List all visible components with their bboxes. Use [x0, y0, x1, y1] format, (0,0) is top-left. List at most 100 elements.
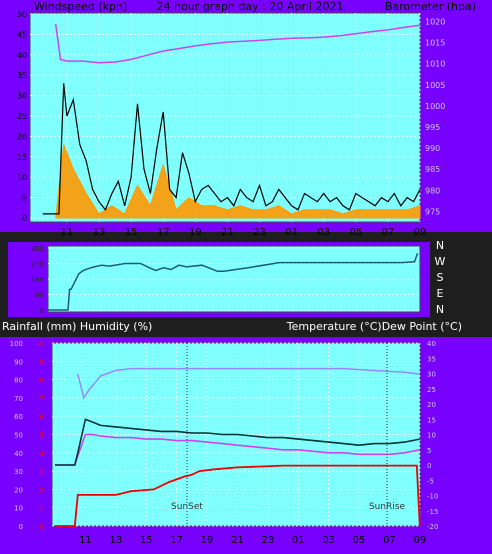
temperature-series [55, 367, 421, 527]
windspeed-plot-area [29, 12, 421, 223]
temperature-x-tick-label: 09 [413, 535, 426, 546]
windspeed-x-tick-label: 23 [253, 227, 266, 238]
temperature-x-tick-labels: 11 13 15 17 19 21 23 01 03 05 07 09 [79, 535, 426, 546]
direction-letter: N [436, 303, 444, 316]
windspeed-x-tick-label: 19 [189, 227, 202, 238]
humidity-axis-labels: 0 10 20 30 40 50 60 70 80 90 100 [10, 340, 23, 531]
windspeed-y-tick-label: 0 [22, 214, 27, 223]
barometer-y-tick-label: 1005 [425, 81, 445, 90]
barometer-y-tick-label: 995 [425, 123, 440, 132]
sunset-annotation: SunSet [171, 502, 203, 512]
direction-letter: N [436, 239, 444, 252]
temperature-x-tick-label: 11 [79, 535, 92, 546]
temperature-x-tick-label: 17 [170, 535, 183, 546]
barometer-y-tick-label: 1000 [425, 102, 445, 111]
temperature-y-tick-label: 35 [427, 355, 436, 363]
barometer-y-tick-label: 980 [425, 186, 440, 195]
rainfall-y-tick-label: 5 [40, 432, 44, 440]
barometer-y-tick-label: 1010 [425, 60, 445, 69]
wind-direction-axis-labels: 0 90 180 270 360 [31, 245, 44, 315]
windspeed-y-tick-label: 15 [17, 153, 27, 162]
windspeed-y-tick-label: 20 [17, 132, 27, 141]
windspeed-y-tick-label: 10 [17, 173, 27, 182]
temperature-line [55, 418, 420, 466]
rainfall-humidity-axis-title: Rainfall (mm) Humidity (%) [2, 320, 152, 333]
humidity-y-tick-label: 60 [14, 413, 23, 421]
temperature-x-tick-label: 05 [353, 535, 366, 546]
windspeed-x-tick-label: 03 [317, 227, 330, 238]
wind-direction-y-tick-label: 270 [31, 261, 44, 269]
windspeed-y-tick-label: 5 [22, 194, 27, 203]
chart-title: 24 hour graph day : 20 April 2021 [157, 0, 344, 13]
temperature-y-tick-label: 25 [427, 386, 436, 394]
temperature-y-tick-label: 10 [427, 432, 436, 440]
humidity-y-tick-label: 90 [14, 358, 23, 366]
humidity-y-tick-label: 50 [14, 432, 23, 440]
wind-direction-y-tick-label: 360 [31, 245, 44, 253]
temperature-y-tick-label: -5 [427, 477, 434, 485]
temperature-dewpoint-axis-title: Temperature (°C)Dew Point (°C) [286, 320, 462, 333]
windspeed-y-tick-label: 50 [17, 10, 27, 19]
windspeed-x-tick-label: 05 [349, 227, 362, 238]
humidity-y-tick-label: 100 [10, 340, 23, 348]
humidity-y-tick-label: 40 [14, 450, 23, 458]
humidity-y-tick-label: 70 [14, 395, 23, 403]
direction-letter: E [437, 287, 444, 300]
sunrise-annotation: SunRise [369, 502, 406, 512]
rainfall-y-tick-label: 1 [40, 505, 44, 513]
windspeed-y-tick-label: 45 [17, 30, 27, 39]
temperature-axis-labels: -20 -15 -10 -5 0 5 10 15 20 25 30 35 40 [427, 340, 438, 531]
temperature-y-tick-label: -20 [427, 523, 438, 531]
barometer-axis-title: Barometer (hpa) [385, 0, 476, 13]
wind-direction-line [48, 252, 419, 311]
wind-direction-series [48, 252, 419, 311]
temperature-y-tick-label: -10 [427, 493, 438, 501]
temperature-y-tick-label: 40 [427, 340, 436, 348]
windspeed-average-area [55, 144, 421, 219]
barometer-y-tick-label: 975 [425, 207, 440, 216]
humidity-y-tick-label: 0 [19, 523, 23, 531]
rainfall-y-tick-label: 7 [40, 395, 44, 403]
windspeed-x-tick-label: 11 [61, 227, 74, 238]
windspeed-y-tick-label: 40 [17, 51, 27, 60]
wind-direction-y-tick-label: 0 [40, 307, 44, 315]
wind-direction-grid [48, 247, 420, 311]
rainfall-y-tick-label: 0 [40, 523, 44, 531]
windspeed-y-tick-label: 35 [17, 71, 27, 80]
humidity-y-tick-label: 80 [14, 377, 23, 385]
temperature-x-tick-label: 21 [231, 535, 244, 546]
windspeed-x-tick-label: 17 [157, 227, 170, 238]
temperature-x-tick-label: 19 [201, 535, 214, 546]
rainfall-y-tick-label: 9 [40, 358, 44, 366]
barometer-y-tick-label: 985 [425, 165, 440, 174]
windspeed-x-tick-label: 09 [414, 227, 427, 238]
temperature-y-tick-label: 30 [427, 371, 436, 379]
rainfall-line [55, 464, 421, 527]
barometer-y-tick-label: 990 [425, 144, 440, 153]
barometer-y-tick-label: 1020 [425, 17, 445, 26]
rainfall-y-tick-label: 6 [40, 413, 45, 421]
direction-letter: S [437, 271, 444, 284]
temperature-x-tick-label: 23 [261, 535, 274, 546]
temperature-x-tick-label: 07 [383, 535, 396, 546]
temperature-y-tick-label: 20 [427, 401, 436, 409]
wind-direction-y-tick-label: 180 [31, 276, 44, 284]
temperature-y-tick-label: -15 [427, 508, 438, 516]
windspeed-x-tick-label: 07 [382, 227, 395, 238]
rainfall-axis-labels: 0 1 2 3 4 5 6 7 8 9 10 [35, 340, 44, 531]
windspeed-x-tick-label: 21 [221, 227, 234, 238]
temperature-x-tick-label: 15 [140, 535, 153, 546]
temperature-y-tick-label: 5 [427, 447, 431, 455]
windspeed-x-tick-label: 13 [93, 227, 106, 238]
rainfall-y-tick-label: 10 [35, 340, 44, 348]
humidity-line [77, 367, 420, 400]
temperature-x-tick-label: 03 [322, 535, 335, 546]
windspeed-gust-line [42, 83, 421, 215]
humidity-y-tick-label: 20 [14, 486, 23, 494]
barometer-y-tick-label: 1015 [425, 39, 445, 48]
dew-point-line [55, 433, 420, 466]
rainfall-y-tick-label: 3 [40, 468, 44, 476]
barometer-axis-labels: 975 980 985 990 995 1000 1005 1010 1015 1020 [425, 17, 445, 216]
temperature-y-tick-label: 0 [427, 462, 431, 470]
